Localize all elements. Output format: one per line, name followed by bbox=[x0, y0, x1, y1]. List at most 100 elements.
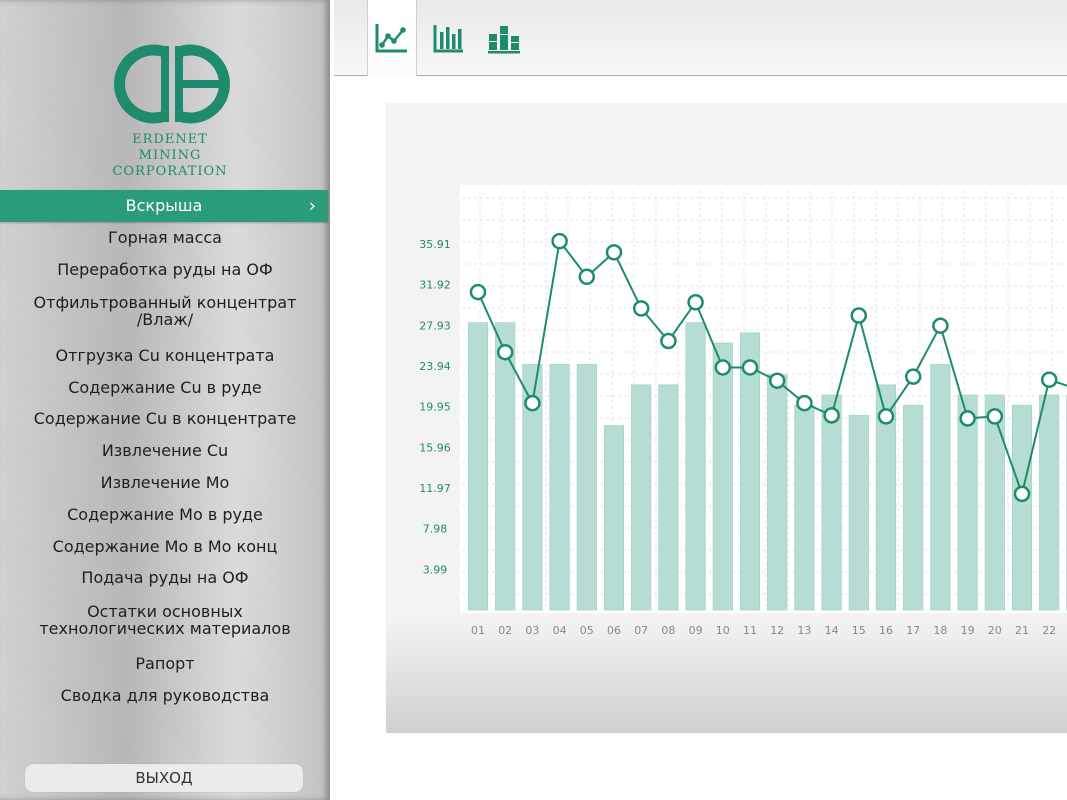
menu-item-label: Рапорт bbox=[135, 654, 195, 674]
stacked-bar-chart-icon bbox=[488, 25, 520, 53]
bar-chart-icon bbox=[433, 24, 463, 52]
line-point bbox=[551, 232, 568, 250]
line-point bbox=[768, 372, 786, 389]
line-point bbox=[469, 283, 487, 301]
chart-bar bbox=[739, 332, 761, 611]
x-tick-label: 13 bbox=[797, 624, 811, 637]
x-tick-label: 09 bbox=[689, 624, 703, 637]
y-tick-label: 19.95 bbox=[419, 401, 451, 414]
menu-item-label: Отгрузка Cu концентрата bbox=[55, 345, 275, 365]
x-tick-label: 18 bbox=[933, 624, 947, 637]
chart-bar bbox=[467, 322, 489, 611]
menu-item-label: Извлечение Cu bbox=[101, 441, 229, 461]
x-tick-label: 05 bbox=[580, 624, 594, 637]
chevron-right-icon: › bbox=[308, 195, 316, 217]
menu-item-label-line-1: Остатки основных bbox=[87, 601, 243, 621]
menu-item-label: Извлечение Mo bbox=[100, 472, 230, 492]
line-point bbox=[986, 408, 1004, 425]
menu-item-label: Содержание Mo в Mo конц bbox=[52, 536, 278, 556]
x-tick-label: 17 bbox=[906, 624, 920, 637]
line-point bbox=[741, 359, 759, 376]
line-point bbox=[605, 244, 623, 261]
chart-bar bbox=[549, 364, 570, 611]
chart-bar bbox=[495, 322, 516, 611]
erdenet-logo-icon bbox=[114, 44, 230, 124]
menu-item-gornaya-massa[interactable]: Горная масса bbox=[0, 222, 332, 254]
y-tick-label: 27.93 bbox=[419, 319, 451, 332]
menu-item-ore-feed[interactable]: Подача руды на ОФ bbox=[0, 562, 332, 594]
chart-bar bbox=[522, 364, 543, 611]
menu-item-filtered-concentrate[interactable]: Отфильтрованный концентрат /Влаж/ bbox=[0, 285, 332, 339]
line-point bbox=[1040, 371, 1058, 388]
menu-item-cu-recovery[interactable]: Извлечение Cu bbox=[0, 435, 332, 467]
menu-item-mo-in-mo-conc[interactable]: Содержание Mo в Mo конц bbox=[0, 530, 332, 562]
menu-item-cu-in-ore[interactable]: Содержание Cu в руде bbox=[0, 371, 332, 403]
menu-item-management-summary[interactable]: Сводка для руководства bbox=[0, 680, 332, 712]
chart-bar bbox=[821, 394, 842, 611]
y-tick-label: 31.92 bbox=[419, 279, 451, 292]
x-tick-label: 06 bbox=[607, 624, 621, 637]
chart-bar bbox=[767, 374, 788, 611]
line-point bbox=[877, 408, 895, 425]
sidebar: ERDENET MINING CORPORATION Вскрыша › Гор… bbox=[0, 0, 330, 800]
menu-item-label: Сводка для руководства bbox=[60, 685, 270, 705]
line-point bbox=[823, 407, 840, 424]
x-tick-label: 03 bbox=[525, 624, 539, 637]
line-point bbox=[959, 410, 976, 427]
line-point bbox=[496, 343, 514, 361]
chart-bar bbox=[848, 415, 869, 611]
chart-bar bbox=[984, 394, 1005, 611]
x-tick-label: 01 bbox=[471, 624, 485, 637]
x-tick-label: 02 bbox=[498, 624, 512, 637]
menu-item-vskrysha[interactable]: Вскрыша › bbox=[0, 190, 328, 222]
brand-line-2: CORPORATION bbox=[112, 164, 228, 179]
x-tick-label: 22 bbox=[1042, 624, 1056, 637]
menu-item-mo-recovery[interactable]: Извлечение Mo bbox=[0, 467, 332, 499]
x-tick-label: 10 bbox=[716, 624, 730, 637]
line-point bbox=[660, 332, 677, 350]
x-tick-label: 04 bbox=[553, 624, 567, 637]
logout-button[interactable]: ВЫХОД bbox=[25, 764, 303, 792]
line-point bbox=[932, 317, 949, 334]
menu-item-label: Остатки основных технологических материа… bbox=[39, 603, 290, 637]
y-tick-label: 15.96 bbox=[419, 441, 451, 454]
tab-line-chart[interactable] bbox=[367, 0, 417, 76]
menu-item-label-line-1: Отфильтрованный концентрат bbox=[33, 293, 297, 313]
chart-bar bbox=[631, 384, 652, 611]
menu-item-cu-shipment[interactable]: Отгрузка Cu концентрата bbox=[0, 339, 332, 371]
menu-item-label: Содержание Mo в руде bbox=[67, 504, 263, 524]
x-tick-label: 15 bbox=[852, 624, 866, 637]
menu-item-label: Подача руды на ОФ bbox=[81, 568, 249, 588]
menu-item-label: Горная масса bbox=[108, 228, 222, 248]
x-tick-label: 12 bbox=[770, 624, 784, 637]
menu-item-label: Вскрыша bbox=[125, 196, 203, 216]
line-point bbox=[578, 268, 596, 286]
y-tick-label: 7.98 bbox=[423, 523, 448, 536]
menu-item-label-line-2: /Влаж/ bbox=[136, 310, 194, 330]
chart-bar bbox=[603, 425, 625, 611]
menu-item-label: Содержание Cu в руде bbox=[68, 377, 262, 397]
chart-bar bbox=[712, 342, 733, 611]
x-tick-label: 19 bbox=[961, 624, 975, 637]
menu-item-material-remains[interactable]: Остатки основных технологических материа… bbox=[0, 594, 332, 648]
x-tick-label: 21 bbox=[1015, 624, 1029, 637]
menu-item-cu-in-concentrate[interactable]: Содержание Cu в концентрате bbox=[0, 403, 332, 435]
chart-bar bbox=[794, 404, 815, 611]
menu-item-label: Содержание Cu в концентрате bbox=[33, 409, 297, 429]
tab-stacked-bar-chart[interactable] bbox=[480, 0, 528, 75]
menu-item-report[interactable]: Рапорт bbox=[0, 648, 332, 680]
menu-item-label: Отфильтрованный концентрат /Влаж/ bbox=[34, 294, 297, 328]
main-menu: Вскрыша › Горная масса Переработка руды … bbox=[0, 190, 330, 711]
x-tick-label: 07 bbox=[634, 624, 648, 637]
menu-item-label: Переработка руды на ОФ bbox=[57, 259, 273, 279]
menu-item-pererabotka-rudy[interactable]: Переработка руды на ОФ bbox=[0, 254, 332, 286]
chart-bar bbox=[658, 384, 679, 611]
chart-bar bbox=[930, 364, 951, 611]
line-chart-icon bbox=[375, 24, 407, 53]
menu-item-mo-in-ore[interactable]: Содержание Mo в руде bbox=[0, 498, 332, 530]
y-tick-label: 3.99 bbox=[423, 563, 448, 576]
chart-bar bbox=[903, 404, 924, 611]
tab-bar-chart[interactable] bbox=[425, 0, 473, 75]
line-point bbox=[796, 394, 813, 412]
